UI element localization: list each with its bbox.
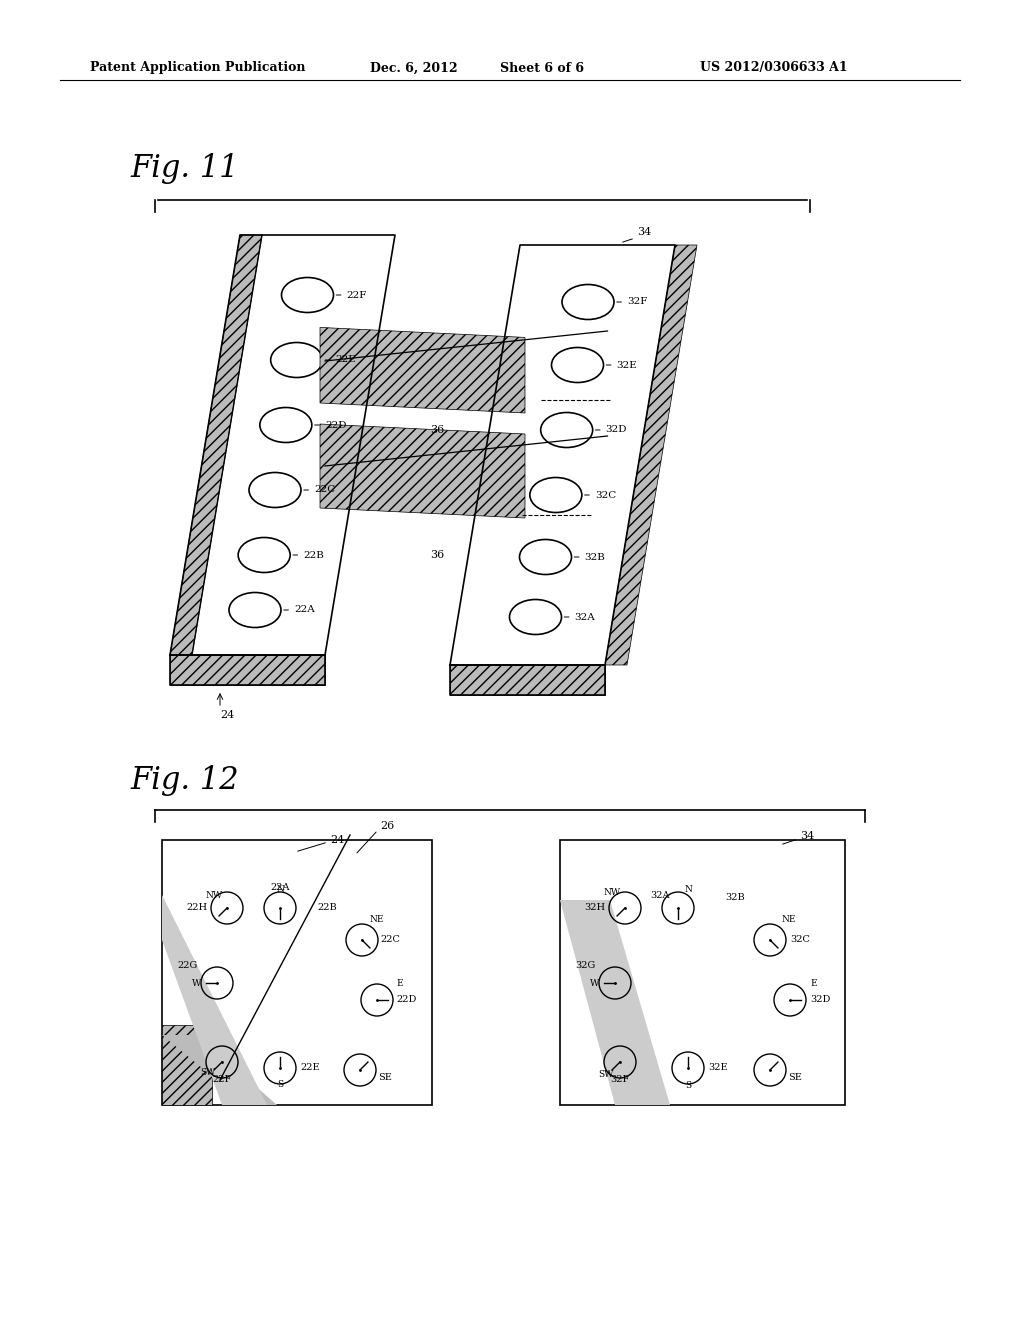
Polygon shape <box>319 327 525 413</box>
Text: SE: SE <box>378 1073 392 1082</box>
Text: 32B: 32B <box>725 894 744 902</box>
Text: NE: NE <box>370 915 384 924</box>
Text: 22H: 22H <box>186 903 208 912</box>
Text: 22E: 22E <box>326 355 356 364</box>
Text: 32G: 32G <box>574 961 595 969</box>
Text: 32F: 32F <box>616 297 647 306</box>
Text: 36: 36 <box>430 550 444 560</box>
Text: NW: NW <box>603 888 621 898</box>
Text: 32D: 32D <box>595 425 627 434</box>
Text: NE: NE <box>782 915 797 924</box>
Polygon shape <box>450 665 605 696</box>
Polygon shape <box>162 895 267 1105</box>
Polygon shape <box>170 655 325 685</box>
Text: US 2012/0306633 A1: US 2012/0306633 A1 <box>700 62 848 74</box>
Polygon shape <box>162 1035 278 1105</box>
Text: 32F: 32F <box>610 1076 630 1085</box>
Text: 22B: 22B <box>317 903 337 912</box>
Text: 32H: 32H <box>585 903 605 912</box>
Text: 22E: 22E <box>300 1064 319 1072</box>
Polygon shape <box>319 424 525 517</box>
Text: 22F: 22F <box>336 290 367 300</box>
Text: N: N <box>684 884 692 894</box>
Text: 32D: 32D <box>810 995 830 1005</box>
Text: 32E: 32E <box>606 360 637 370</box>
Text: 32C: 32C <box>585 491 616 499</box>
Text: 22G: 22G <box>177 961 198 969</box>
Text: 32E: 32E <box>709 1064 728 1072</box>
Text: 32A: 32A <box>564 612 595 622</box>
Polygon shape <box>605 246 697 665</box>
Text: W: W <box>193 978 202 987</box>
Bar <box>162 840 432 1105</box>
Text: E: E <box>396 978 402 987</box>
Text: 22F: 22F <box>212 1076 231 1085</box>
Text: 34: 34 <box>637 227 651 238</box>
Text: 22A: 22A <box>284 606 314 615</box>
Text: 24: 24 <box>330 836 344 845</box>
Text: N: N <box>276 884 284 894</box>
Text: Sheet 6 of 6: Sheet 6 of 6 <box>500 62 584 74</box>
Text: S: S <box>685 1081 691 1090</box>
Text: Fig. 12: Fig. 12 <box>130 764 239 796</box>
Text: Dec. 6, 2012: Dec. 6, 2012 <box>370 62 458 74</box>
Text: Patent Application Publication: Patent Application Publication <box>90 62 305 74</box>
Text: 36: 36 <box>430 425 444 436</box>
Text: SW: SW <box>200 1068 215 1077</box>
Bar <box>560 840 845 1105</box>
Text: 22C: 22C <box>380 936 400 945</box>
Polygon shape <box>560 900 670 1105</box>
Polygon shape <box>162 1026 212 1105</box>
Text: 22B: 22B <box>293 550 324 560</box>
Text: 22A: 22A <box>270 883 290 892</box>
Text: Fig. 11: Fig. 11 <box>130 153 239 183</box>
Text: S: S <box>276 1080 283 1089</box>
Text: E: E <box>810 978 816 987</box>
Text: W: W <box>590 978 599 987</box>
Text: 24: 24 <box>220 710 234 719</box>
Text: 22C: 22C <box>304 486 335 495</box>
Text: 22D: 22D <box>397 995 417 1005</box>
Text: 32C: 32C <box>791 936 810 945</box>
Text: 26: 26 <box>380 821 394 832</box>
Text: 32A: 32A <box>650 891 670 900</box>
Text: 22D: 22D <box>314 421 346 429</box>
Text: SE: SE <box>788 1073 802 1082</box>
Text: 32B: 32B <box>574 553 605 561</box>
Polygon shape <box>170 235 262 655</box>
Text: SW: SW <box>598 1071 613 1078</box>
Text: 34: 34 <box>800 832 814 841</box>
Text: NW: NW <box>205 891 222 900</box>
